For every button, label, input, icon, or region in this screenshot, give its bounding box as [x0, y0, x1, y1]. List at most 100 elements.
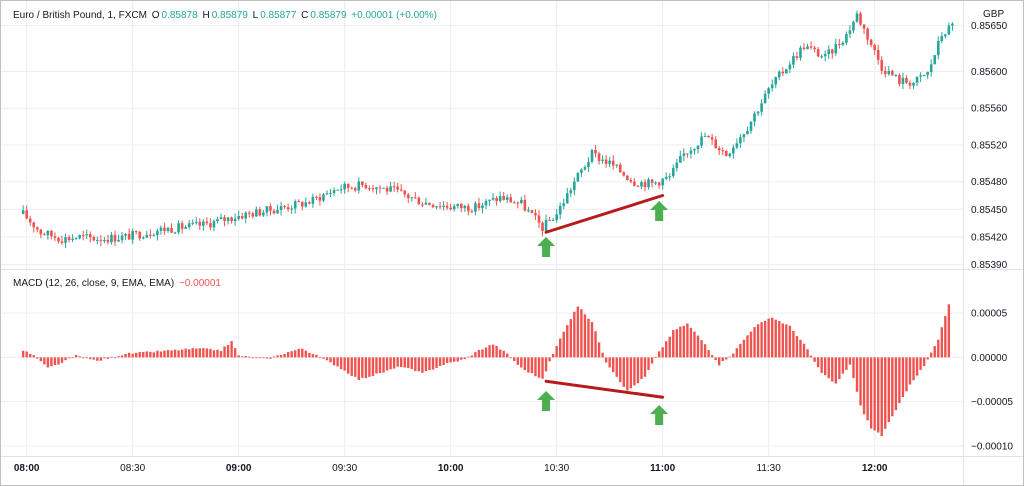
macd-histogram-bar — [325, 357, 329, 361]
macd-histogram-bar — [248, 356, 251, 358]
candle-body — [883, 70, 887, 75]
price-pane[interactable] — [21, 10, 954, 248]
macd-histogram-bar — [820, 357, 823, 373]
macd-histogram-bar — [467, 356, 470, 358]
macd-histogram-bar — [110, 356, 113, 358]
macd-histogram-bar — [866, 357, 869, 421]
candle-body — [820, 56, 823, 58]
candle-body — [103, 239, 106, 242]
candle-body — [247, 212, 251, 214]
candle-body — [608, 160, 611, 164]
macd-histogram-bar — [198, 348, 201, 358]
time-tick-label: 11:30 — [757, 463, 782, 474]
macd-histogram-bar — [756, 324, 760, 358]
candle-body — [933, 55, 937, 65]
candle-body — [936, 40, 940, 56]
symbol-label: Euro / British Pound, 1, FXCM — [13, 10, 147, 21]
candle-body — [594, 150, 597, 154]
candle-body — [534, 213, 537, 216]
macd-histogram-bar — [347, 357, 350, 374]
macd-histogram-bar — [654, 356, 657, 358]
macd-histogram-bar — [735, 348, 739, 358]
candle-body — [537, 215, 541, 223]
macd-histogram-bar — [604, 357, 608, 363]
macd-histogram-bar — [619, 357, 622, 383]
candle-body — [60, 241, 64, 243]
candle-body — [707, 135, 710, 138]
candle-body — [357, 181, 361, 191]
candle-body — [156, 230, 159, 236]
macd-histogram-bar — [188, 349, 191, 358]
candle-body — [368, 188, 371, 190]
candle-body — [230, 217, 233, 222]
macd-pane[interactable] — [21, 304, 951, 436]
candle-body — [551, 220, 555, 222]
macd-histogram-bar — [262, 357, 265, 359]
candle-body — [661, 178, 664, 186]
candle-body — [488, 199, 491, 201]
macd-histogram-bar — [908, 357, 912, 385]
macd-histogram-bar — [286, 352, 290, 358]
macd-histogram-bar — [749, 331, 753, 358]
candle-body — [364, 185, 368, 189]
macd-histogram-bar — [21, 350, 25, 358]
candle-body — [251, 213, 255, 217]
macd-histogram-bar — [202, 348, 205, 358]
macd-histogram-bar — [322, 357, 325, 359]
macd-histogram-bar — [806, 349, 809, 358]
candle-body — [558, 206, 562, 215]
macd-histogram-bar — [453, 357, 456, 362]
macd-histogram-bar — [233, 348, 237, 358]
macd-histogram-bar — [530, 357, 534, 374]
candle-body — [71, 238, 74, 241]
candle-body — [240, 216, 244, 219]
macd-histogram-bar — [937, 339, 940, 358]
macd-histogram-bar — [311, 354, 315, 358]
candle-body — [272, 210, 276, 214]
candle-body — [802, 47, 806, 50]
macd-histogram-bar — [601, 352, 604, 358]
macd-histogram-bar — [661, 347, 664, 358]
candle-body — [799, 47, 802, 58]
macd-histogram-bar — [721, 357, 724, 362]
candle-body — [470, 211, 474, 213]
candle-body — [587, 161, 590, 168]
macd-histogram-bar — [580, 309, 583, 358]
time-tick-label: 12:00 — [862, 463, 888, 474]
candle-body — [290, 208, 293, 210]
candle-body — [21, 210, 25, 214]
candle-body — [735, 143, 739, 148]
macd-histogram-bar — [269, 357, 272, 359]
macd-histogram-bar — [99, 357, 103, 361]
macd-histogram-bar — [343, 357, 346, 371]
macd-histogram-bar — [809, 355, 813, 358]
macd-histogram-bar — [74, 354, 78, 358]
macd-histogram-bar — [647, 357, 650, 370]
candle-body — [205, 221, 209, 224]
macd-histogram-bar — [32, 355, 35, 358]
candle-body — [276, 210, 279, 214]
macd-histogram-bar — [562, 331, 565, 358]
time-tick-label: 10:00 — [438, 463, 464, 474]
macd-histogram-bar — [57, 357, 60, 365]
macd-histogram-bar — [513, 357, 516, 361]
macd-histogram-bar — [612, 357, 615, 373]
macd-tick-label: 0.00005 — [971, 309, 1008, 320]
candle-body — [516, 202, 520, 204]
macd-histogram-bar — [272, 356, 276, 358]
candle-body — [732, 147, 735, 154]
candle-body — [583, 167, 587, 170]
macd-histogram-bar — [665, 341, 668, 358]
candle-body — [763, 93, 767, 104]
candle-body — [495, 197, 498, 202]
macd-histogram-bar — [173, 349, 177, 358]
macd-histogram-bar — [357, 357, 360, 381]
candle-body — [530, 210, 534, 214]
candle-body — [498, 196, 502, 202]
macd-histogram-bar — [915, 357, 919, 376]
macd-histogram-bar — [138, 351, 141, 358]
macd-histogram-bar — [237, 355, 240, 358]
macd-histogram-bar — [230, 341, 233, 358]
